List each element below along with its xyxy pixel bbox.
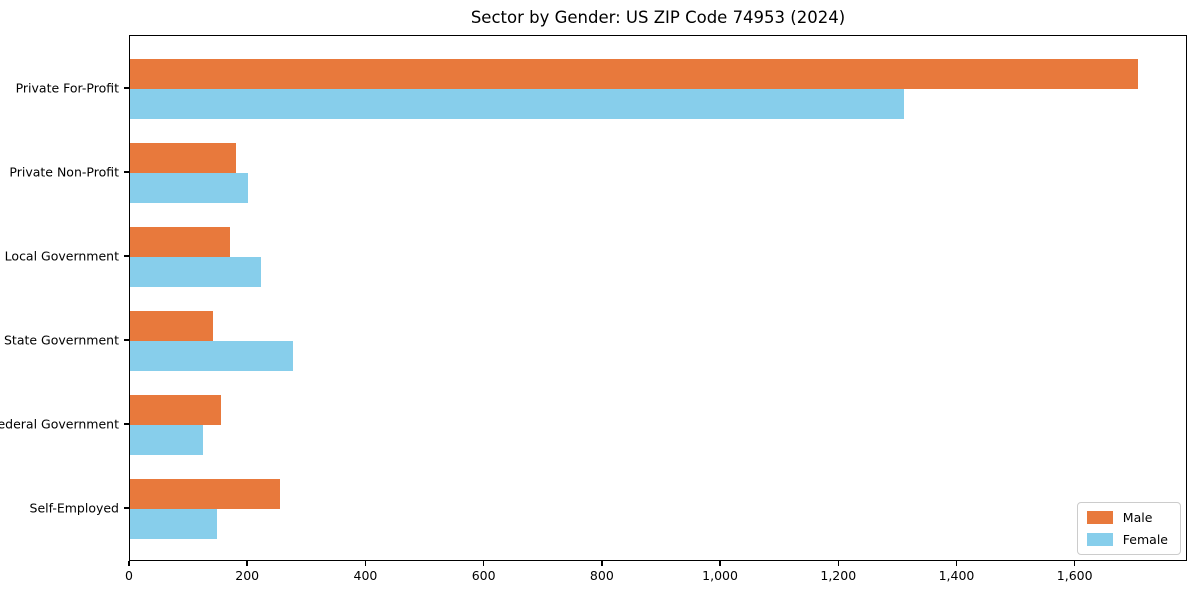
x-tick-label: 200 [235,568,260,583]
bar-male-0 [130,59,1138,89]
bar-male-2 [130,227,230,257]
legend-swatch [1086,511,1113,524]
x-tick-label: 400 [353,568,378,583]
y-tick-label: Self-Employed [29,500,119,516]
x-tick-mark [1073,561,1076,566]
legend-label: Male [1122,510,1153,525]
bar-male-1 [130,143,236,173]
x-tick-label: 0 [125,568,133,583]
y-axis: Private For-Profit Private Non-Profit Loca… [0,35,129,561]
y-tick-mark [124,339,129,341]
x-tick-mark [246,561,248,566]
x-tick-label: 1,400 [938,568,975,583]
x-tick-mark [601,561,603,566]
legend-entry-female: Female [1086,532,1168,547]
bar-female-3 [130,341,293,371]
plot-area: Male Female [129,35,1187,561]
x-tick-label: 1,000 [702,568,738,583]
y-tick-mark [124,255,129,257]
legend-entry-male: Male [1086,510,1168,525]
y-tick-label: Private For-Profit [15,80,119,96]
bar-female-0 [130,89,904,119]
x-tick-label: 800 [589,568,614,583]
legend-swatch [1086,533,1113,546]
legend-label: Female [1122,532,1168,547]
bar-male-3 [130,311,213,341]
y-tick-label: Local Government [4,248,119,264]
x-tick-mark [719,561,721,566]
x-tick-mark [837,561,840,566]
x-tick-label: 1,600 [1056,568,1093,583]
chart-title: Sector by Gender: US ZIP Code 74953 (202… [470,8,846,27]
bar-male-4 [130,395,221,425]
y-tick-label: Private Non-Profit [9,164,119,180]
x-tick-mark [128,561,130,566]
y-tick-mark [124,507,129,509]
y-tick-mark [124,423,129,425]
y-tick-mark [124,171,129,173]
x-tick-mark [482,561,485,566]
bar-male-5 [130,479,280,509]
x-tick-mark [955,561,958,566]
y-tick-label: State Government [3,332,119,348]
bar-female-2 [130,257,261,287]
x-axis: 0 200 400 600 800 1,000 1,200 1,400 1,600 [125,561,1187,591]
x-tick-label: 600 [471,568,496,583]
legend: Male Female [1076,502,1181,555]
x-tick-label: 1,200 [820,568,857,583]
bar-female-4 [130,425,203,455]
x-tick-mark [364,561,367,566]
y-tick-label: Federal Government [0,416,119,432]
bar-female-5 [130,509,217,539]
bar-female-1 [130,173,248,203]
y-tick-mark [124,87,129,89]
